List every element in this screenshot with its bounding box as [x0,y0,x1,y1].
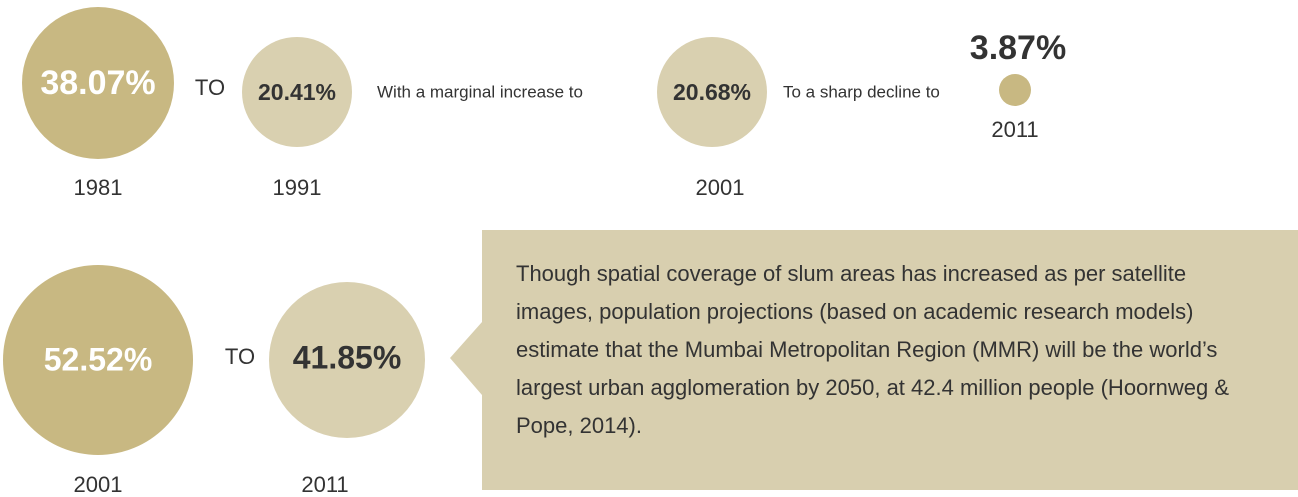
year-label: 2011 [991,117,1038,142]
bubble [22,7,174,159]
year-label: 1991 [273,175,322,200]
connector: To a sharp decline to [783,82,940,101]
bubble [999,74,1031,106]
year-label: 2001 [74,472,123,497]
bubble [657,37,767,147]
bubble-value: 41.85% [293,339,402,375]
bubble-value: 38.07% [40,64,155,102]
bubble [242,37,352,147]
year-label: 2011 [301,472,348,497]
bubble [269,282,425,438]
year-label: 1981 [74,175,123,200]
year-label: 2001 [696,175,745,200]
bubble-value: 20.68% [673,79,751,105]
bubble [3,265,193,455]
bubble-value: 20.41% [258,79,336,105]
connector: With a marginal increase to [377,82,583,101]
bubble-value: 3.87% [970,29,1066,67]
connector: TO [225,344,255,369]
callout-box [450,230,1298,490]
bubble-value: 52.52% [44,341,153,377]
connector: TO [195,75,225,100]
callout-text: Though spatial coverage of slum areas ha… [516,261,1229,438]
